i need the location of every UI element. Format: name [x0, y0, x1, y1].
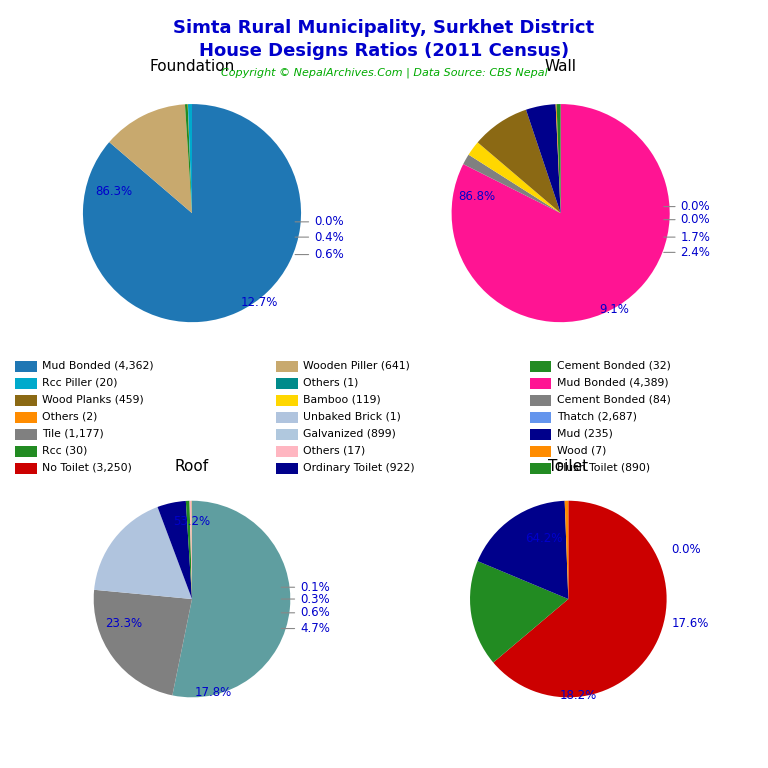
Wedge shape: [468, 142, 561, 213]
FancyBboxPatch shape: [276, 361, 298, 372]
Wedge shape: [493, 501, 667, 697]
Text: 0.6%: 0.6%: [281, 606, 330, 619]
Text: 86.8%: 86.8%: [458, 190, 495, 204]
Wedge shape: [157, 501, 192, 599]
FancyBboxPatch shape: [15, 429, 37, 440]
Text: 2.4%: 2.4%: [664, 246, 710, 259]
Text: Others (2): Others (2): [42, 412, 98, 422]
Wedge shape: [463, 154, 561, 213]
Text: 17.8%: 17.8%: [195, 686, 232, 699]
Text: Flush Toilet (890): Flush Toilet (890): [557, 462, 650, 472]
FancyBboxPatch shape: [530, 378, 551, 389]
Text: Copyright © NepalArchives.Com | Data Source: CBS Nepal: Copyright © NepalArchives.Com | Data Sou…: [220, 68, 548, 78]
Text: 1.7%: 1.7%: [664, 230, 710, 243]
Title: Toilet: Toilet: [548, 458, 588, 474]
FancyBboxPatch shape: [276, 412, 298, 423]
Text: Simta Rural Municipality, Surkhet District: Simta Rural Municipality, Surkhet Distri…: [174, 19, 594, 37]
Wedge shape: [564, 501, 568, 599]
Text: Mud Bonded (4,389): Mud Bonded (4,389): [557, 378, 668, 388]
Wedge shape: [185, 104, 192, 213]
Text: Galvanized (899): Galvanized (899): [303, 429, 396, 439]
FancyBboxPatch shape: [276, 395, 298, 406]
FancyBboxPatch shape: [15, 378, 37, 389]
FancyBboxPatch shape: [276, 446, 298, 457]
Text: 0.1%: 0.1%: [281, 581, 330, 594]
FancyBboxPatch shape: [276, 378, 298, 389]
Wedge shape: [187, 104, 192, 213]
Wedge shape: [94, 507, 192, 599]
FancyBboxPatch shape: [15, 361, 37, 372]
Text: Bamboo (119): Bamboo (119): [303, 395, 381, 405]
Text: 12.7%: 12.7%: [241, 296, 279, 309]
FancyBboxPatch shape: [276, 463, 298, 474]
Text: 0.3%: 0.3%: [281, 593, 329, 605]
Wedge shape: [452, 104, 670, 322]
Text: Mud Bonded (4,362): Mud Bonded (4,362): [42, 361, 154, 371]
Text: 0.0%: 0.0%: [671, 544, 701, 556]
Wedge shape: [190, 501, 192, 599]
Wedge shape: [526, 104, 561, 213]
Wedge shape: [83, 104, 301, 322]
Text: Cement Bonded (84): Cement Bonded (84): [557, 395, 670, 405]
Title: Roof: Roof: [175, 458, 209, 474]
Text: Mud (235): Mud (235): [557, 429, 613, 439]
Text: Wooden Piller (641): Wooden Piller (641): [303, 361, 410, 371]
Title: Foundation: Foundation: [149, 59, 235, 74]
FancyBboxPatch shape: [15, 446, 37, 457]
Wedge shape: [557, 104, 561, 213]
FancyBboxPatch shape: [530, 361, 551, 372]
Text: 53.2%: 53.2%: [174, 515, 210, 528]
Wedge shape: [186, 501, 192, 599]
FancyBboxPatch shape: [15, 463, 37, 474]
Text: 86.3%: 86.3%: [95, 185, 132, 198]
FancyBboxPatch shape: [530, 463, 551, 474]
Text: Others (17): Others (17): [303, 445, 366, 455]
Text: 17.6%: 17.6%: [671, 617, 709, 630]
Text: 0.6%: 0.6%: [295, 248, 344, 261]
Text: Wood (7): Wood (7): [557, 445, 606, 455]
Wedge shape: [172, 501, 290, 697]
Text: Tile (1,177): Tile (1,177): [42, 429, 104, 439]
Title: Wall: Wall: [545, 59, 577, 74]
Text: 0.4%: 0.4%: [295, 230, 344, 243]
FancyBboxPatch shape: [530, 412, 551, 423]
Text: Unbaked Brick (1): Unbaked Brick (1): [303, 412, 401, 422]
Wedge shape: [555, 104, 561, 213]
Text: Rcc Piller (20): Rcc Piller (20): [42, 378, 118, 388]
Text: Ordinary Toilet (922): Ordinary Toilet (922): [303, 462, 415, 472]
FancyBboxPatch shape: [530, 395, 551, 406]
Text: House Designs Ratios (2011 Census): House Designs Ratios (2011 Census): [199, 42, 569, 60]
Wedge shape: [478, 501, 568, 599]
Wedge shape: [188, 104, 192, 213]
Text: Thatch (2,687): Thatch (2,687): [557, 412, 637, 422]
Wedge shape: [478, 110, 561, 213]
Text: 0.0%: 0.0%: [295, 215, 344, 228]
Text: No Toilet (3,250): No Toilet (3,250): [42, 462, 132, 472]
Wedge shape: [109, 104, 192, 213]
Text: Rcc (30): Rcc (30): [42, 445, 88, 455]
FancyBboxPatch shape: [276, 429, 298, 440]
Text: 9.1%: 9.1%: [599, 303, 629, 316]
FancyBboxPatch shape: [15, 412, 37, 423]
Text: 0.0%: 0.0%: [664, 200, 710, 213]
Wedge shape: [470, 561, 568, 663]
Text: Others (1): Others (1): [303, 378, 359, 388]
Text: 0.0%: 0.0%: [664, 214, 710, 226]
FancyBboxPatch shape: [530, 446, 551, 457]
Text: 18.2%: 18.2%: [560, 690, 597, 703]
Text: Cement Bonded (32): Cement Bonded (32): [557, 361, 670, 371]
Text: 4.7%: 4.7%: [281, 622, 330, 635]
FancyBboxPatch shape: [15, 395, 37, 406]
Text: Wood Planks (459): Wood Planks (459): [42, 395, 144, 405]
Text: 64.2%: 64.2%: [525, 532, 562, 545]
FancyBboxPatch shape: [530, 429, 551, 440]
Wedge shape: [94, 590, 192, 695]
Text: 23.3%: 23.3%: [105, 617, 143, 630]
